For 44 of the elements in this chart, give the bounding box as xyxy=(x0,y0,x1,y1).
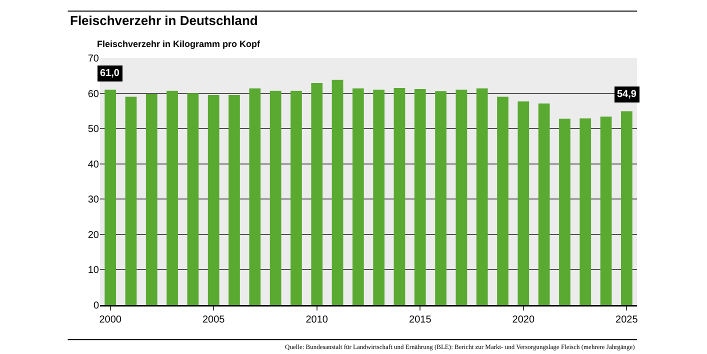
x-tick-label: 2025 xyxy=(616,314,638,326)
x-tick-label: 2000 xyxy=(99,314,122,326)
bar xyxy=(476,88,488,305)
y-tick-label: 60 xyxy=(88,88,100,100)
bar xyxy=(518,101,530,305)
bar xyxy=(270,90,282,305)
bar xyxy=(580,118,592,305)
y-tick-label: 40 xyxy=(88,159,100,170)
bar xyxy=(538,104,550,305)
bar xyxy=(311,83,323,305)
chart-title: Fleischverzehr in Deutschland xyxy=(70,13,258,28)
bar xyxy=(373,90,385,305)
bar xyxy=(228,95,240,305)
x-tick-label: 2015 xyxy=(409,314,432,326)
bar xyxy=(249,88,261,305)
bar xyxy=(620,111,632,305)
bar xyxy=(104,90,116,305)
data-label: 54,9 xyxy=(617,89,637,100)
bar xyxy=(414,89,426,305)
bar xyxy=(435,91,446,305)
bar xyxy=(146,94,158,305)
bar xyxy=(332,80,344,305)
y-axis-title: Fleischverzehr in Kilogramm pro Kopf xyxy=(97,39,262,49)
bar xyxy=(208,95,220,305)
bar xyxy=(497,96,508,305)
bar xyxy=(125,96,137,305)
y-tick-label: 0 xyxy=(93,300,100,312)
bar xyxy=(456,90,468,305)
x-tick-label: 2005 xyxy=(202,314,226,326)
x-tick-label: 2010 xyxy=(306,314,328,326)
x-tick-label: 2020 xyxy=(512,314,535,326)
y-tick-label: 10 xyxy=(88,265,100,276)
bar xyxy=(187,93,199,305)
bar xyxy=(600,116,612,305)
bar xyxy=(352,88,364,305)
y-tick-label: 30 xyxy=(88,194,100,206)
bar xyxy=(290,90,302,305)
y-tick-label: 20 xyxy=(88,230,100,241)
data-label: 61,0 xyxy=(100,68,120,79)
bar xyxy=(394,88,406,305)
y-tick-label: 70 xyxy=(88,54,100,64)
bar xyxy=(559,118,570,305)
bar xyxy=(166,90,178,305)
y-tick-label: 50 xyxy=(88,124,100,136)
